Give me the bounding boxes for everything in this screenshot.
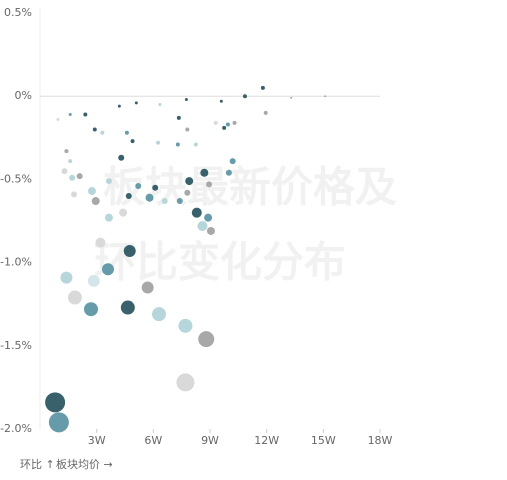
bubble (105, 178, 112, 185)
bubble (225, 122, 230, 127)
x-axis-label: 板块均价 → (56, 457, 113, 471)
bubble (48, 412, 69, 433)
bubble (87, 274, 100, 287)
bubble (104, 213, 113, 222)
bubble (67, 290, 82, 305)
bubble (219, 99, 223, 103)
bubble (290, 96, 293, 99)
bubble (45, 392, 66, 413)
y-tick-label: -1.5% (0, 339, 32, 352)
bubble (225, 169, 232, 176)
bubble (84, 302, 98, 317)
bubble (200, 168, 209, 177)
bubble (60, 271, 73, 284)
bubble (176, 115, 181, 120)
bubble (175, 142, 180, 147)
bubble (125, 193, 132, 200)
bubble (198, 331, 215, 348)
bubble (56, 117, 60, 121)
bubble (76, 173, 83, 180)
bubble (119, 208, 128, 217)
bubble (161, 198, 168, 205)
bubble (185, 177, 194, 186)
bubble (71, 191, 77, 198)
bubble (204, 213, 213, 222)
bubble (191, 207, 202, 218)
x-tick-label: 9W (201, 434, 219, 447)
bubble (152, 184, 159, 191)
bubble (324, 95, 327, 98)
bubble (117, 104, 121, 108)
bubble (185, 127, 190, 132)
bubble (120, 300, 135, 315)
bubble (68, 113, 72, 117)
bubble (156, 140, 161, 145)
bubble (118, 154, 125, 161)
watermark-title: 板块最新价格及 (103, 163, 397, 212)
y-tick-label: -0.5% (0, 172, 32, 185)
bubble (184, 189, 191, 196)
y-axis-label: 环比 ↑ (20, 458, 55, 471)
bubble (206, 181, 213, 188)
bubble (134, 101, 138, 105)
bubble (176, 373, 195, 392)
bubble (232, 120, 237, 125)
bubble (91, 197, 100, 206)
y-tick-label: 0.5% (4, 6, 32, 19)
bubble (152, 307, 166, 322)
bubble (64, 149, 69, 154)
bubble (124, 130, 129, 135)
bubble (222, 125, 227, 130)
x-tick-label: 15W (311, 434, 336, 447)
bubble (178, 318, 193, 333)
x-tick-label: 12W (254, 434, 279, 447)
bubble (100, 130, 105, 135)
bubble (87, 187, 96, 196)
y-tick-label: 0% (15, 89, 32, 102)
x-tick-label: 18W (368, 434, 393, 447)
bubble (92, 127, 97, 132)
bubble (213, 120, 218, 125)
bubble (68, 159, 73, 164)
bubble (130, 139, 135, 144)
bubble (158, 103, 162, 107)
bubble (83, 112, 88, 117)
bubble (102, 263, 114, 276)
bubble (260, 85, 265, 90)
bubble (242, 94, 247, 99)
bubble (176, 198, 183, 205)
bubble (123, 244, 136, 257)
bubble (193, 142, 198, 147)
bubble (135, 183, 142, 190)
watermark-title: 环比变化分布 (94, 238, 346, 287)
bubble (145, 193, 154, 202)
y-tick-label: -1.0% (0, 256, 32, 269)
bubble (95, 237, 106, 248)
bubble (69, 174, 76, 181)
bubble (61, 168, 68, 175)
bubble (197, 220, 208, 231)
bubble (229, 158, 236, 165)
bubble (263, 110, 268, 115)
x-tick-label: 3W (88, 434, 106, 447)
y-tick-label: -2.0% (0, 422, 32, 435)
bubble (141, 281, 154, 294)
bubble (206, 226, 215, 235)
bubble (184, 98, 188, 102)
x-tick-label: 6W (144, 434, 162, 447)
